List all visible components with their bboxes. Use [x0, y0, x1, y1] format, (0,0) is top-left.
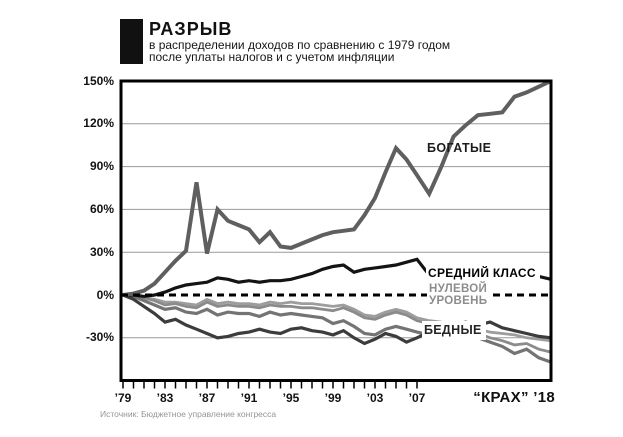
zero-level-label: НУЛЕВОЙ УРОВЕНЬ: [427, 283, 493, 309]
x-axis-label-1987: ’87: [198, 391, 216, 405]
x-axis-label-1999: ’99: [324, 391, 342, 405]
title-accent-bar: [120, 19, 143, 64]
y-axis-label-150: 150%: [83, 73, 114, 88]
y-axis-label-30: 30%: [89, 244, 114, 259]
source-note: Источник: Бюджетное управление конгресса: [100, 409, 277, 419]
x-axis-label-1979: ’79: [114, 391, 132, 405]
series-label-poor: БЕДНЫЕ: [422, 321, 486, 340]
chart-subtitle-line2: после уплаты налогов и с учетом инфляции: [149, 49, 395, 64]
chart-subtitle-line1: в распределении доходов по сравнению с 1…: [149, 38, 451, 52]
y-axis-label--30: -30%: [85, 330, 114, 345]
series-label-middle-class: СРЕДНИЙ КЛАСС: [426, 265, 540, 282]
series-label-rich: БОГАТЫЕ: [427, 141, 492, 155]
x-axis-label-2003: ’03: [366, 391, 384, 405]
chart-title: РАЗРЫВ: [149, 19, 233, 39]
x-axis-label-1983: ’83: [156, 391, 174, 405]
x-axis-label-2007: ’07: [408, 391, 426, 405]
x-axis-label-1995: ’95: [282, 391, 300, 405]
zero-level-label-line1: НУЛЕВОЙ: [429, 283, 488, 295]
crash-year-label: “КРАХ” ’18: [473, 389, 555, 406]
series-line-rich: [122, 79, 552, 297]
y-axis-label-120: 120%: [83, 116, 114, 131]
plot-frame: [119, 79, 553, 382]
zero-level-label-line2: УРОВЕНЬ: [429, 294, 488, 307]
y-axis-label-60: 60%: [89, 201, 114, 216]
x-axis-label-1991: ’91: [240, 391, 258, 405]
chart-subtitle: в распределении доходов по сравнению с 1…: [149, 38, 451, 64]
y-axis-label-90: 90%: [89, 159, 114, 174]
y-axis-label-0: 0%: [96, 287, 114, 302]
